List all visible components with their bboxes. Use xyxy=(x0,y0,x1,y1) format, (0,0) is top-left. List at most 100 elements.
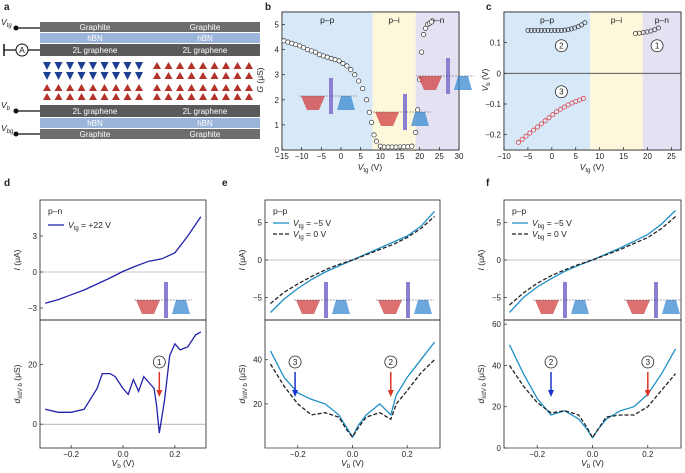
panel-e-legend-value: = −5 V xyxy=(544,218,572,228)
panel-c-bottom-ytick-label: 0 xyxy=(33,420,38,429)
panel-d-bottom-ylabel-main: d xyxy=(237,399,247,404)
carrier-hole-mark xyxy=(245,84,253,91)
panel-b-xtick-label: 5 xyxy=(358,152,363,161)
carrier-hole-mark xyxy=(100,93,109,100)
panel-e-marker-label-1: 3 xyxy=(646,358,651,367)
panel-d-icon-left-band-right xyxy=(332,300,350,314)
panel-b-icon-pp-band-left xyxy=(301,96,325,110)
stack-right-hbn-bottom-label: hBN xyxy=(197,119,213,128)
stack-right-graphene-bottom-label: 2L graphene xyxy=(183,107,228,116)
stack-left-hbn-bottom-label: hBN xyxy=(87,119,103,128)
panel-f-point-3 xyxy=(538,121,544,127)
panel-f-point-3 xyxy=(550,112,556,118)
panel-b-region-label: p–i xyxy=(388,15,399,25)
panel-b-point xyxy=(348,67,354,73)
panel-c-legend-sub: tg xyxy=(74,226,79,232)
panel-c-top-ytick-label: 3 xyxy=(33,232,38,241)
panel-b-xtick-label: 0 xyxy=(339,152,344,161)
carrier-hole-mark xyxy=(77,93,86,100)
carrier-hole-mark xyxy=(100,84,109,91)
panel-e-icon-left-band-right xyxy=(571,300,589,314)
stack-left-graphite-bottom-rect xyxy=(40,129,150,139)
carrier-hole-mark xyxy=(187,93,196,100)
panel-b-point xyxy=(419,49,425,55)
stack-right-graphene-top-label: 2L graphene xyxy=(183,46,228,55)
panel-e-top-ytick-label: 0 xyxy=(497,256,502,265)
carrier-hole-mark xyxy=(176,84,184,91)
panel-c-bottom-ylabel-main: d xyxy=(12,399,22,404)
panel-d-top-ylabel: I (μA) xyxy=(237,249,247,270)
panel-e-legend-text-0: Vbg = −5 V xyxy=(532,218,572,230)
panel-f-region-label: p–i xyxy=(611,15,622,25)
carrier-electron-mark xyxy=(112,62,120,70)
panel-e-xtick-label: −0.2 xyxy=(529,450,545,459)
panel-d-icon-right-band-right xyxy=(414,300,432,314)
panel-b-point xyxy=(371,132,377,138)
panel-b-ytick-label: 5 xyxy=(275,21,280,30)
panel-f-point-2 xyxy=(542,27,548,33)
carrier-electron-mark xyxy=(66,72,74,80)
panel-b-point xyxy=(312,49,318,55)
carrier-hole-mark xyxy=(199,93,207,100)
carrier-hole-mark xyxy=(164,62,173,69)
panel-c-marker-head-0 xyxy=(156,390,163,397)
panel-e-bottom-series-1 xyxy=(508,365,676,439)
v-top-gate-label: Vtg xyxy=(1,17,12,29)
panel-f-point-3 xyxy=(561,104,567,110)
panel-d-bottom-series-1 xyxy=(269,359,435,439)
carrier-hole-mark xyxy=(187,84,196,91)
panel-f-point-1 xyxy=(652,27,658,33)
panel-b-point xyxy=(344,63,350,69)
panel-c-top-ytick-label: −3 xyxy=(28,304,38,313)
panel-b-ytick-label: 1 xyxy=(275,121,280,130)
panel-e-icon-right-band-right xyxy=(662,300,680,314)
panel-b-xtick-label: 25 xyxy=(435,152,444,161)
carrier-hole-mark xyxy=(187,62,196,69)
stack-left-graphene-bottom-label: 2L graphene xyxy=(73,107,118,116)
panel-f-point-2 xyxy=(579,22,584,28)
carrier-electron-mark xyxy=(43,72,51,80)
panel-letter-a: a xyxy=(4,2,10,13)
carrier-hole-mark xyxy=(153,72,161,79)
v-bias-label-sub: b xyxy=(7,106,11,112)
panel-c-region-label: p–n xyxy=(48,206,62,216)
panel-d-xlabel-sub: b xyxy=(347,464,351,470)
carrier-electron-mark xyxy=(135,72,143,80)
carrier-hole-mark xyxy=(222,72,230,79)
panel-c-bottom-ytick-label: 20 xyxy=(28,361,37,370)
panel-b-icon-pn-band-right xyxy=(454,76,472,90)
panel-d-top-ylabel-unit: (μA) xyxy=(237,249,247,268)
stack-right-hbn-bottom-rect xyxy=(150,118,260,128)
panel-f-ylabel-main: V xyxy=(480,84,490,91)
panel-f-xtick-label: −5 xyxy=(523,152,533,161)
panel-e-bottom-ylabel: dI/dV b (μS) xyxy=(476,364,488,403)
panel-f-xtick-label: 10 xyxy=(595,152,604,161)
panel-d-marker-circle-1 xyxy=(384,355,398,369)
panel-f-curve-label: 1 xyxy=(655,42,660,51)
panel-b-ylabel-main: G xyxy=(255,86,265,93)
carrier-hole-mark xyxy=(245,93,253,100)
stack-left-graphene-top-rect xyxy=(40,44,150,56)
panel-e-bottom-ytick-label: 20 xyxy=(492,403,501,412)
v-top-gate-terminal xyxy=(13,25,19,31)
carrier-electron-mark xyxy=(54,62,63,70)
panel-b-icon-pp-band-right xyxy=(337,96,355,110)
carrier-hole-mark xyxy=(176,62,184,69)
panel-b-region-1 xyxy=(372,12,416,150)
panel-f-point-3 xyxy=(527,130,533,136)
carrier-electron-mark xyxy=(100,72,109,80)
carrier-hole-mark xyxy=(54,93,63,100)
panel-d-legend-text-0: Vtg = −5 V xyxy=(293,218,331,230)
panel-e-top-ylabel-unit: (μA) xyxy=(476,249,486,268)
stack-left-hbn-bottom-rect xyxy=(40,118,150,128)
panel-d-legend-sub: tg xyxy=(299,224,304,230)
panel-letter-d: d xyxy=(4,178,10,189)
panel-b-point xyxy=(421,32,427,38)
panel-b-point xyxy=(366,109,372,115)
panel-b-icon-pi-band-left xyxy=(375,112,399,126)
panel-letter-c: c xyxy=(486,2,492,13)
panel-b-xtick-label: 20 xyxy=(415,152,424,161)
panel-b-ylabel: G (μS) xyxy=(255,67,265,92)
panel-d-bottom-frame xyxy=(264,319,441,449)
panel-f-point-2 xyxy=(558,27,564,33)
